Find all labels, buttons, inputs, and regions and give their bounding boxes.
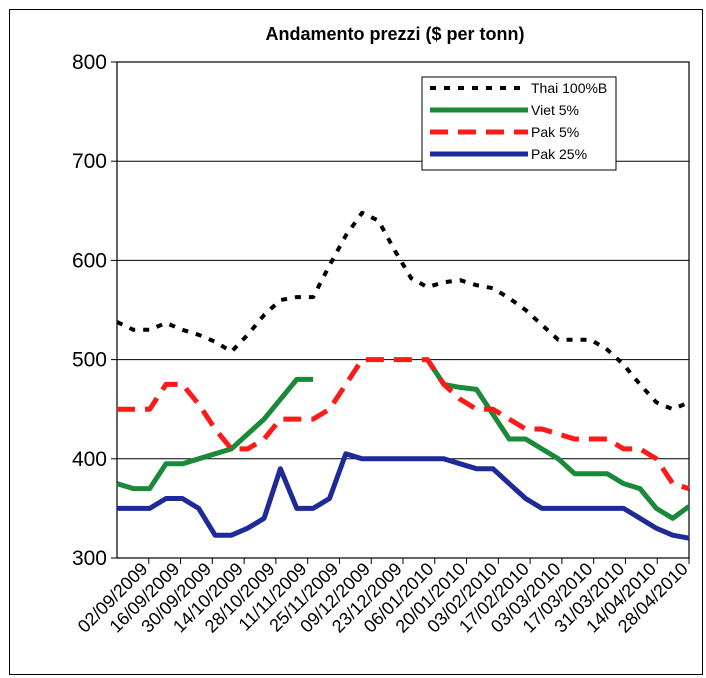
legend: Thai 100%B Viet 5% Pak 5% Pak 25% [421,76,617,171]
series-group [116,210,691,541]
x-axis: 02/09/200916/09/200930/09/200914/10/2009… [74,558,692,637]
legend-label: Pak 25% [531,146,587,162]
y-tick-label: 600 [72,249,107,272]
legend-label: Viet 5% [531,102,579,118]
y-axis: 300 400 500 600 700 800 [72,51,117,570]
chart-title: Andamento prezzi ($ per tonn) [265,24,524,44]
legend-label: Pak 5% [531,124,579,140]
legend-label: Thai 100%B [531,80,607,96]
price-chart: Andamento prezzi ($ per tonn) 300 400 500 6… [72,24,692,637]
series-line-1 [116,376,314,492]
series-line-0 [116,210,690,412]
y-tick-label: 300 [72,547,107,570]
series-line-2 [117,357,690,491]
y-tick-label: 800 [72,51,107,74]
y-tick-label: 700 [72,150,107,173]
y-tick-label: 400 [72,448,107,471]
y-tick-label: 500 [72,349,107,372]
series-line-3 [117,451,690,541]
series-line-1 [425,358,691,521]
chart-frame: Andamento prezzi ($ per tonn) 300 400 500 6… [9,9,703,675]
